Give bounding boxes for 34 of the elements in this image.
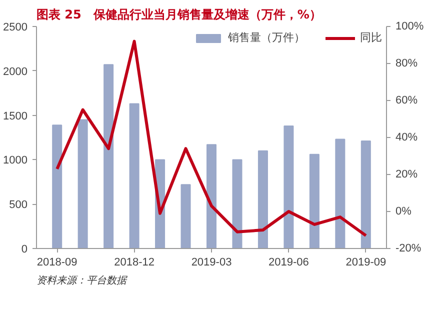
- y2-tick-label: -20%: [396, 242, 422, 254]
- y2-tick-label: 100%: [396, 20, 424, 32]
- bar: [104, 64, 114, 248]
- bar: [335, 138, 346, 248]
- x-tick-label: 2018-12: [114, 256, 154, 268]
- y2-tick-label: 20%: [396, 168, 418, 180]
- x-tick-label: 2019-03: [191, 256, 232, 268]
- bar: [258, 150, 268, 248]
- y-tick-label: 1500: [3, 110, 28, 122]
- bar: [206, 144, 217, 248]
- bar: [52, 124, 62, 248]
- bar: [309, 154, 320, 248]
- y-tick-label: 500: [9, 199, 28, 212]
- y2-tick-label: 80%: [396, 58, 418, 70]
- y2-tick-label: 40%: [396, 132, 418, 144]
- x-tick-label: 2018-09: [36, 256, 78, 268]
- y2-tick-label: 60%: [396, 94, 418, 106]
- bar: [360, 140, 371, 248]
- y-tick-label: 0: [21, 244, 28, 256]
- legend-label: 销售量（万件）: [228, 30, 305, 45]
- y2-tick-label: 0%: [396, 206, 412, 218]
- bar: [129, 103, 140, 248]
- x-tick-label: 2019-06: [268, 256, 309, 268]
- bar: [180, 184, 191, 248]
- bar: [232, 159, 242, 248]
- x-tick-label: 2019-09: [346, 256, 386, 268]
- y-tick-label: 2000: [3, 66, 28, 78]
- bar: [284, 125, 294, 248]
- y-tick-label: 2500: [3, 22, 28, 34]
- chart-title: 图表 25 保健品行业当月销售量及增速（万件，%）: [36, 8, 322, 22]
- legend-label: 同比: [360, 30, 382, 45]
- text: 资料来源：平台数据: [36, 274, 128, 286]
- y-tick-label: 1000: [3, 154, 28, 167]
- bar: [78, 119, 88, 248]
